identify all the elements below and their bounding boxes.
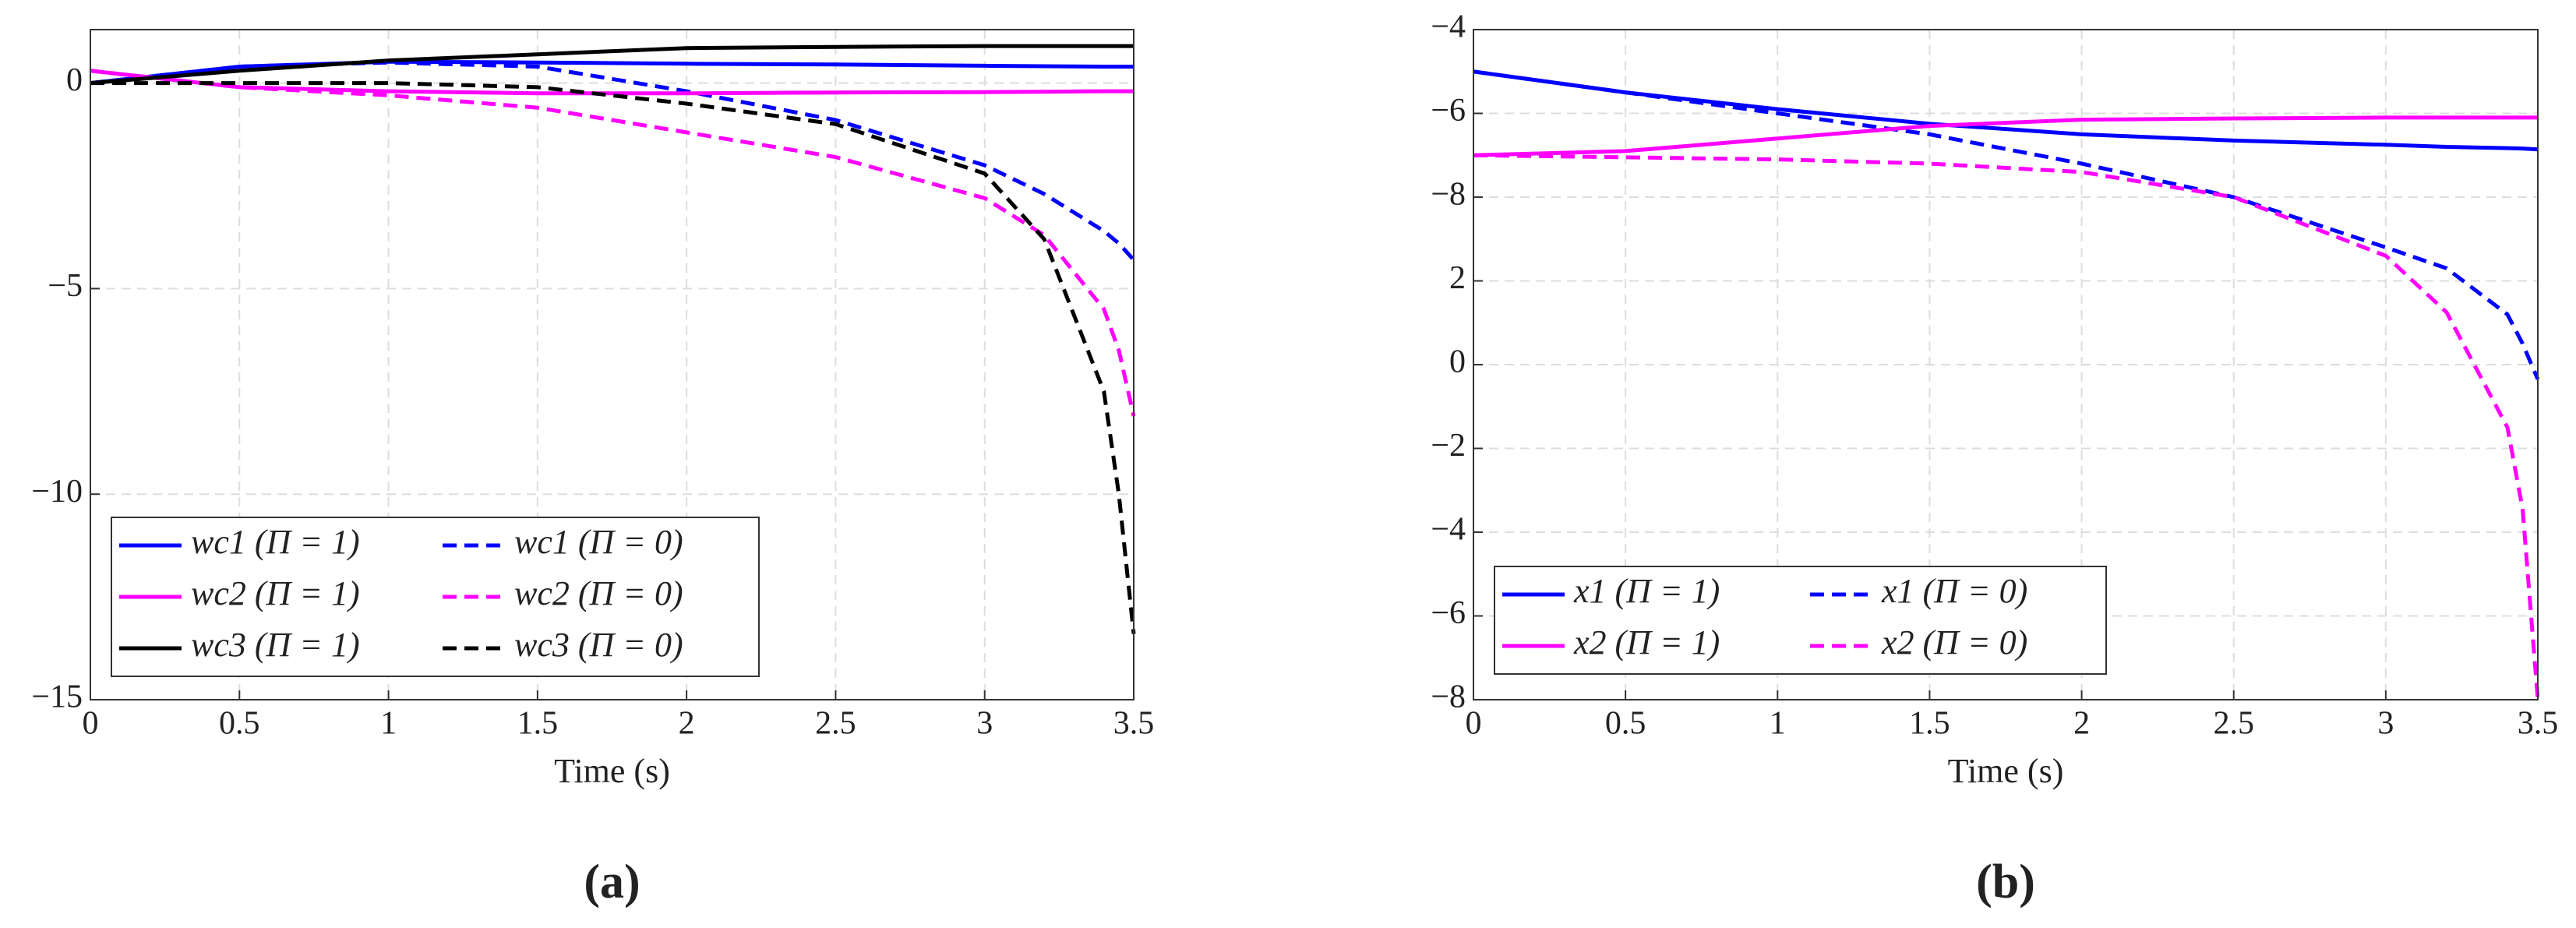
y-tick-label: −10 xyxy=(31,474,83,510)
x-tick-label: 2 xyxy=(2073,706,2090,742)
legend-label: x2 (Π = 0) xyxy=(1881,623,2027,662)
legend-label: x2 (Π = 1) xyxy=(1573,623,1720,662)
data-line xyxy=(90,81,1136,634)
legend-label: wc3 (Π = 0) xyxy=(514,626,683,664)
x-tick-label: 3.5 xyxy=(1113,706,1155,742)
x-tick-label: 1 xyxy=(380,706,397,742)
y-tick-label: −4 xyxy=(1431,9,1466,45)
legend-label: x1 (Π = 1) xyxy=(1573,572,1720,610)
x-tick-label: 1.5 xyxy=(1909,706,1950,742)
x-tick-label: 3 xyxy=(2377,706,2394,742)
x-tick-label: 2 xyxy=(679,706,695,742)
x-tick-label: 0.5 xyxy=(1605,706,1646,742)
legend xyxy=(111,517,760,677)
data-line xyxy=(1473,115,2538,157)
legend-label: wc1 (Π = 1) xyxy=(191,523,360,561)
x-tick-label: 2.5 xyxy=(815,706,856,742)
x-tick-label: 3 xyxy=(976,706,993,742)
y-tick-label: −4 xyxy=(1431,512,1466,548)
legend xyxy=(1494,566,2107,675)
legend-label: wc1 (Π = 0) xyxy=(514,523,683,561)
y-tick-label: −2 xyxy=(1431,428,1466,464)
data-line xyxy=(90,44,1134,86)
y-tick-label: −8 xyxy=(1431,177,1466,213)
y-tick-label: −15 xyxy=(31,679,83,715)
x-tick-label: 2.5 xyxy=(2213,706,2254,742)
x-tick-label: 1.5 xyxy=(517,706,559,742)
plot-frame xyxy=(1473,29,2539,700)
y-tick-label: −6 xyxy=(1431,93,1466,129)
x-tick-label: 3.5 xyxy=(2518,706,2559,742)
x-tick-label: 0 xyxy=(1466,706,1482,742)
legend-label: wc3 (Π = 1) xyxy=(191,626,360,664)
data-line xyxy=(1473,69,2540,380)
legend-label: wc2 (Π = 0) xyxy=(514,574,683,612)
data-line xyxy=(1473,69,2539,152)
y-tick-label: −6 xyxy=(1431,595,1466,631)
plot-frame xyxy=(90,29,1134,700)
x-axis-label: Time (s) xyxy=(1948,752,2064,790)
data-line xyxy=(90,69,1136,417)
data-line xyxy=(1473,153,2540,700)
data-line xyxy=(90,69,1134,96)
x-tick-label: 0.5 xyxy=(219,706,260,742)
y-tick-label: 0 xyxy=(66,62,83,98)
y-tick-label: −8 xyxy=(1431,679,1466,715)
caption: (b) xyxy=(1976,856,2035,909)
y-tick-label: −5 xyxy=(48,268,83,304)
caption: (a) xyxy=(584,856,640,909)
legend-label: wc2 (Π = 1) xyxy=(191,574,360,612)
x-tick-label: 0 xyxy=(83,706,99,742)
y-tick-label: 2 xyxy=(1449,260,1466,296)
y-tick-label: 0 xyxy=(1449,344,1466,380)
legend-label: x1 (Π = 0) xyxy=(1881,572,2027,610)
x-tick-label: 1 xyxy=(1770,706,1786,742)
x-axis-label: Time (s) xyxy=(554,752,670,790)
